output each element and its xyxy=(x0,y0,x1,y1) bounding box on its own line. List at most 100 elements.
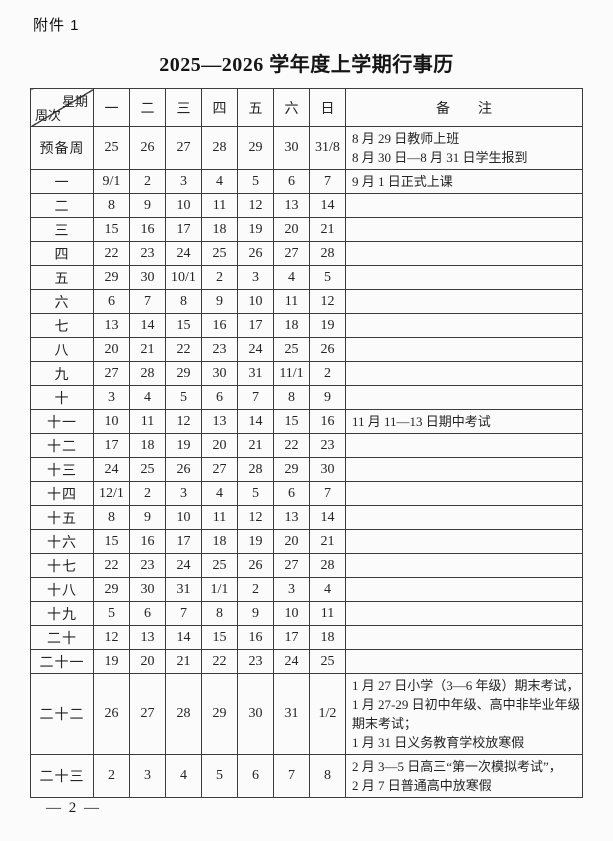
remark-header: 备 注 xyxy=(345,88,583,127)
day-cell: 10 xyxy=(273,601,310,626)
day-cell: 19 xyxy=(237,529,274,554)
day-cell: 8 xyxy=(165,289,202,314)
day-cell: 27 xyxy=(273,241,310,266)
remark-line: 8 月 29 日教师上班 xyxy=(352,131,460,146)
day-cell: 23 xyxy=(237,649,274,674)
day-cell: 14 xyxy=(309,193,346,218)
calendar-body: 预备周 25 26 27 28 29 30 31/8 8 月 29 日教师上班 8 月 30 日—… xyxy=(30,126,583,798)
week-cell: 二十二 xyxy=(30,673,94,755)
day-cell: 15 xyxy=(273,409,310,434)
day-cell: 9/1 xyxy=(93,169,130,194)
calendar-row: 十二 17 18 19 20 21 22 23 xyxy=(30,433,583,458)
calendar-row: 二十 12 13 14 15 16 17 18 xyxy=(30,625,583,650)
day-cell: 12 xyxy=(309,289,346,314)
day-cell: 23 xyxy=(201,337,238,362)
week-cell: 七 xyxy=(30,313,94,338)
day-cell: 9 xyxy=(129,505,166,530)
week-cell: 十 xyxy=(30,385,94,410)
remark-cell xyxy=(345,457,583,482)
day-cell: 2 xyxy=(237,577,274,602)
day-cell: 4 xyxy=(129,385,166,410)
day-cell: 21 xyxy=(129,337,166,362)
calendar-row: 十五 8 9 10 11 12 13 14 xyxy=(30,505,583,530)
day-cell: 6 xyxy=(129,601,166,626)
day-cell: 30 xyxy=(309,457,346,482)
day-cell: 11 xyxy=(201,505,238,530)
day-cell: 18 xyxy=(309,625,346,650)
day-cell: 26 xyxy=(237,241,274,266)
day-cell: 27 xyxy=(93,361,130,386)
remark-line: 2 月 7 日普通高中放寒假 xyxy=(352,778,492,793)
day-cell: 29 xyxy=(165,361,202,386)
day-cell: 27 xyxy=(129,673,166,755)
day-cell: 24 xyxy=(273,649,310,674)
day-cell: 17 xyxy=(165,217,202,242)
remark-cell xyxy=(345,313,583,338)
day-cell: 24 xyxy=(237,337,274,362)
day-cell: 22 xyxy=(93,553,130,578)
remark-line: 11 月 11—13 日期中考试 xyxy=(352,414,491,429)
calendar-row: 六 6 7 8 9 10 11 12 xyxy=(30,289,583,314)
day-cell: 5 xyxy=(165,385,202,410)
day-cell: 5 xyxy=(309,265,346,290)
remark-line: 1 月 31 日义务教育学校放寒假 xyxy=(352,735,525,750)
day-cell: 4 xyxy=(201,481,238,506)
day-cell: 26 xyxy=(93,673,130,755)
day-cell: 15 xyxy=(93,529,130,554)
day-cell: 8 xyxy=(273,385,310,410)
day-cell: 10 xyxy=(93,409,130,434)
corner-cell: 星期 周次 xyxy=(30,88,94,127)
day-cell: 16 xyxy=(309,409,346,434)
week-cell: 十六 xyxy=(30,529,94,554)
corner-label-weekno: 周次 xyxy=(35,108,62,123)
day-cell: 13 xyxy=(129,625,166,650)
day-cell: 10 xyxy=(165,505,202,530)
remark-line: 9 月 1 日正式上课 xyxy=(352,174,453,189)
day-cell: 28 xyxy=(165,673,202,755)
week-cell: 九 xyxy=(30,361,94,386)
day-cell: 24 xyxy=(165,241,202,266)
remark-cell: 11 月 11—13 日期中考试 xyxy=(345,409,583,434)
calendar-row: 十七 22 23 24 25 26 27 28 xyxy=(30,553,583,578)
day-cell: 2 xyxy=(93,754,130,798)
day-cell: 12 xyxy=(237,505,274,530)
calendar-row: 四 22 23 24 25 26 27 28 xyxy=(30,241,583,266)
day-cell: 17 xyxy=(237,313,274,338)
day-cell: 20 xyxy=(273,529,310,554)
week-cell: 十四 xyxy=(30,481,94,506)
remark-cell xyxy=(345,241,583,266)
day-cell: 21 xyxy=(309,217,346,242)
day-cell: 8 xyxy=(93,193,130,218)
day-cell: 16 xyxy=(237,625,274,650)
corner-label-weekday: 星期 xyxy=(61,94,88,109)
day-cell: 28 xyxy=(129,361,166,386)
remark-cell xyxy=(345,361,583,386)
calendar-row: 二十三 2 3 4 5 6 7 8 2 月 3—5 日高三“第一次模拟考试”， 2 月 7 日普通… xyxy=(30,754,583,798)
day-cell: 4 xyxy=(309,577,346,602)
day-cell: 2 xyxy=(309,361,346,386)
remark-line: 期末考试； xyxy=(352,716,418,731)
calendar-row: 一 9/1 2 3 4 5 6 7 9 月 1 日正式上课 xyxy=(30,169,583,194)
calendar-row: 二十一 19 20 21 22 23 24 25 xyxy=(30,649,583,674)
day-cell: 7 xyxy=(309,481,346,506)
day-cell: 20 xyxy=(129,649,166,674)
day-cell: 31/8 xyxy=(309,126,346,170)
day-cell: 4 xyxy=(201,169,238,194)
day-cell: 30 xyxy=(129,265,166,290)
day-cell: 25 xyxy=(129,457,166,482)
day-cell: 25 xyxy=(309,649,346,674)
day-header: 一 xyxy=(93,88,130,127)
day-cell: 12 xyxy=(165,409,202,434)
remark-cell: 8 月 29 日教师上班 8 月 30 日—8 月 31 日学生报到 xyxy=(345,126,583,170)
day-cell: 3 xyxy=(273,577,310,602)
day-cell: 19 xyxy=(309,313,346,338)
day-cell: 15 xyxy=(201,625,238,650)
day-cell: 9 xyxy=(237,601,274,626)
day-cell: 3 xyxy=(93,385,130,410)
week-cell: 二十一 xyxy=(30,649,94,674)
page-number: — 2 — xyxy=(46,800,101,816)
day-cell: 14 xyxy=(129,313,166,338)
day-cell: 29 xyxy=(273,457,310,482)
calendar-row: 十九 5 6 7 8 9 10 11 xyxy=(30,601,583,626)
